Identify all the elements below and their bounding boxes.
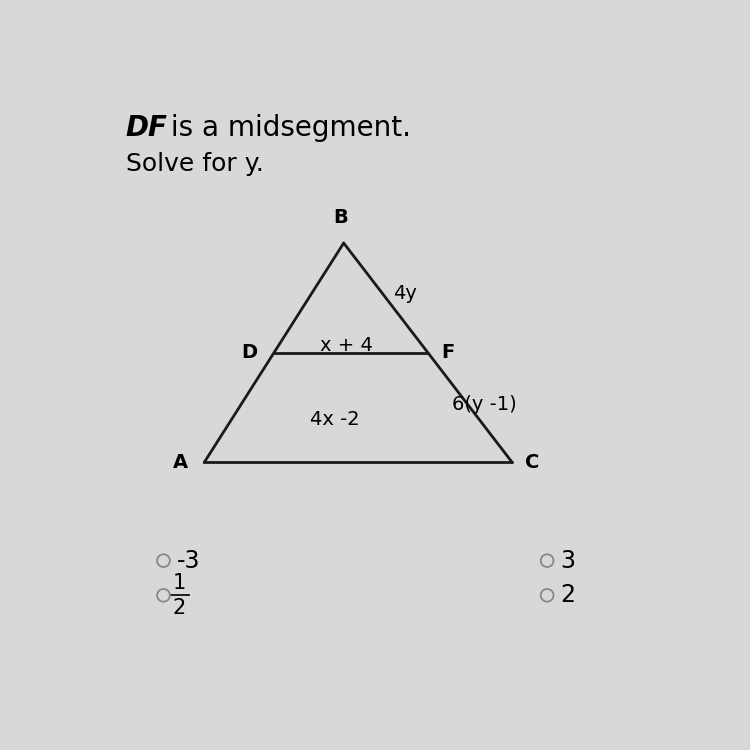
Text: 4x -2: 4x -2 [310, 410, 360, 429]
Text: D: D [242, 344, 258, 362]
Text: Solve for y.: Solve for y. [126, 152, 263, 176]
Text: 3: 3 [560, 549, 575, 573]
Text: x + 4: x + 4 [320, 336, 373, 355]
Text: is a midsegment.: is a midsegment. [162, 113, 411, 142]
Text: 1: 1 [172, 572, 186, 592]
Text: B: B [334, 208, 348, 226]
Text: 2: 2 [560, 584, 575, 608]
Text: 6(y -1): 6(y -1) [452, 395, 517, 414]
Text: A: A [172, 453, 188, 472]
Text: C: C [525, 453, 539, 472]
Text: 2: 2 [172, 598, 186, 618]
Text: -3: -3 [177, 549, 200, 573]
Text: DF: DF [126, 113, 168, 142]
Text: 4y: 4y [393, 284, 417, 303]
Text: F: F [441, 344, 454, 362]
